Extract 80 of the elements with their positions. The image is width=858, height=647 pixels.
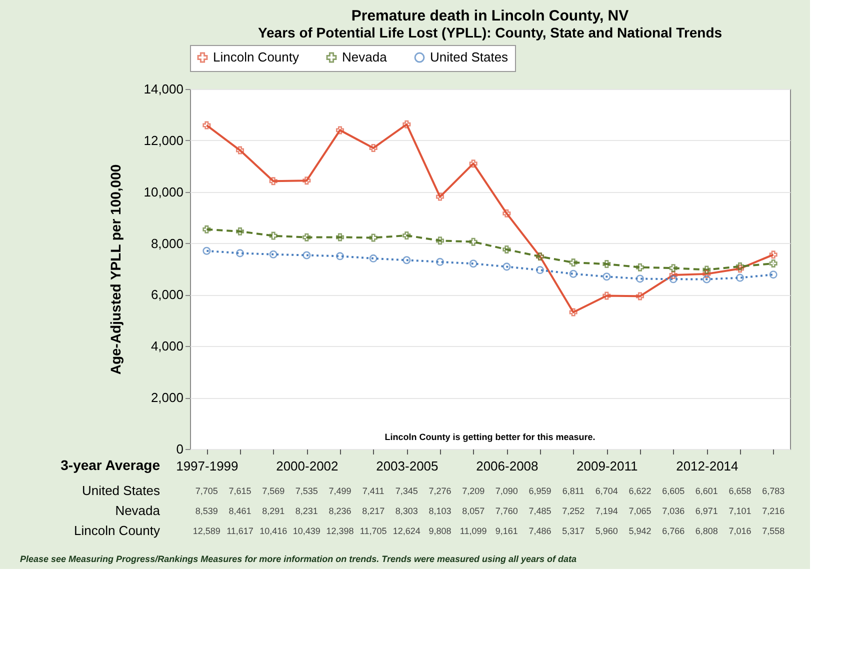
legend-label: Nevada bbox=[342, 50, 388, 65]
data-label: 6,605 bbox=[662, 486, 685, 496]
data-label: 8,217 bbox=[362, 506, 385, 516]
data-label: 8,303 bbox=[395, 506, 418, 516]
x-tick-label: 2012-2014 bbox=[676, 458, 738, 474]
y-tick-label: 12,000 bbox=[144, 132, 184, 148]
x-tick-label: 2000-2002 bbox=[276, 458, 338, 474]
data-label: 7,090 bbox=[495, 486, 518, 496]
data-label: 12,398 bbox=[326, 526, 354, 536]
text: Nevada bbox=[115, 503, 160, 518]
data-label: 8,231 bbox=[295, 506, 318, 516]
chart-subtitle: Years of Potential Life Lost (YPLL): County, State and National Trends bbox=[258, 24, 722, 40]
legend-label: United States bbox=[430, 50, 509, 65]
data-label: 6,808 bbox=[695, 526, 718, 536]
data-label: 6,971 bbox=[695, 506, 718, 516]
data-label: 7,016 bbox=[728, 526, 752, 536]
y-tick-label: 0 bbox=[176, 442, 184, 456]
data-label: 7,760 bbox=[495, 506, 518, 516]
data-label: 6,811 bbox=[562, 486, 584, 496]
data-label: 10,416 bbox=[260, 526, 288, 536]
data-label: 12,624 bbox=[392, 526, 420, 536]
legend-label: Lincoln County bbox=[213, 50, 300, 65]
data-label: 7,276 bbox=[428, 486, 452, 496]
data-label: 7,705 bbox=[195, 486, 218, 496]
x-tick-label: 1997-1999 bbox=[176, 458, 238, 474]
x-tick-label: 2003-2005 bbox=[376, 458, 438, 474]
data-label: 7,036 bbox=[662, 506, 685, 516]
data-label: 6,704 bbox=[595, 486, 618, 496]
x-axis-title: 3-year Average bbox=[60, 457, 160, 473]
data-label: 8,236 bbox=[328, 506, 352, 516]
data-label: 6,783 bbox=[762, 486, 785, 496]
data-label: 7,535 bbox=[295, 486, 318, 496]
data-label: 11,705 bbox=[360, 526, 387, 536]
data-label: 5,317 bbox=[562, 526, 585, 536]
y-tick-label: 14,000 bbox=[144, 82, 184, 96]
data-label: 8,461 bbox=[228, 506, 252, 516]
data-label: 7,558 bbox=[762, 526, 785, 536]
data-label: 10,439 bbox=[292, 526, 320, 536]
y-tick-label: 2,000 bbox=[150, 390, 184, 406]
data-label: 7,194 bbox=[595, 506, 618, 516]
data-label: 11,099 bbox=[460, 526, 487, 536]
data-label: 7,216 bbox=[762, 506, 785, 516]
data-label: 7,252 bbox=[562, 506, 585, 516]
y-axis-title: Age-Adjusted YPLL per 100,000 bbox=[108, 164, 124, 375]
text: United States bbox=[82, 483, 160, 498]
x-tick-label: 2006-2008 bbox=[476, 458, 538, 474]
y-tick-label: 4,000 bbox=[150, 338, 184, 354]
x-tick-label: 2009-2011 bbox=[576, 458, 638, 474]
text: Please see Measuring Progress/Rankings Measures for more information on trends. Trends were measured using all years of data bbox=[20, 554, 577, 564]
data-label: 5,960 bbox=[595, 526, 618, 536]
data-label: 8,057 bbox=[462, 506, 485, 516]
data-label: 12,589 bbox=[192, 526, 220, 536]
data-label: 6,601 bbox=[695, 486, 718, 496]
data-label: 7,615 bbox=[228, 486, 252, 496]
data-label: 8,291 bbox=[262, 506, 285, 516]
data-label: 11,617 bbox=[226, 526, 254, 536]
text: Lincoln County bbox=[74, 523, 160, 538]
data-label: 5,942 bbox=[628, 526, 652, 536]
data-label: 7,411 bbox=[362, 486, 384, 496]
data-label: 9,161 bbox=[495, 526, 518, 536]
data-label: 7,101 bbox=[728, 506, 752, 516]
data-label: 7,485 bbox=[528, 506, 552, 516]
data-label: 7,065 bbox=[628, 506, 652, 516]
chart-title: Premature death in Lincoln County, NV bbox=[351, 8, 629, 24]
y-tick-label: 8,000 bbox=[150, 236, 184, 251]
data-label: 6,658 bbox=[728, 486, 752, 496]
data-label: 9,808 bbox=[428, 526, 452, 536]
data-label: 6,959 bbox=[528, 486, 552, 496]
data-label: 8,539 bbox=[195, 506, 218, 516]
data-label: 6,766 bbox=[662, 526, 685, 536]
data-label: 6,622 bbox=[628, 486, 652, 496]
annotation: Lincoln County is getting better for this measure. bbox=[384, 432, 596, 442]
data-label: 7,569 bbox=[262, 486, 285, 496]
data-label: 8,103 bbox=[428, 506, 452, 516]
y-tick-label: 6,000 bbox=[150, 287, 184, 302]
data-label: 7,486 bbox=[528, 526, 552, 536]
data-label: 7,209 bbox=[462, 486, 485, 496]
data-label: 7,345 bbox=[395, 486, 418, 496]
y-tick-label: 10,000 bbox=[144, 184, 184, 200]
data-label: 7,499 bbox=[328, 486, 352, 496]
